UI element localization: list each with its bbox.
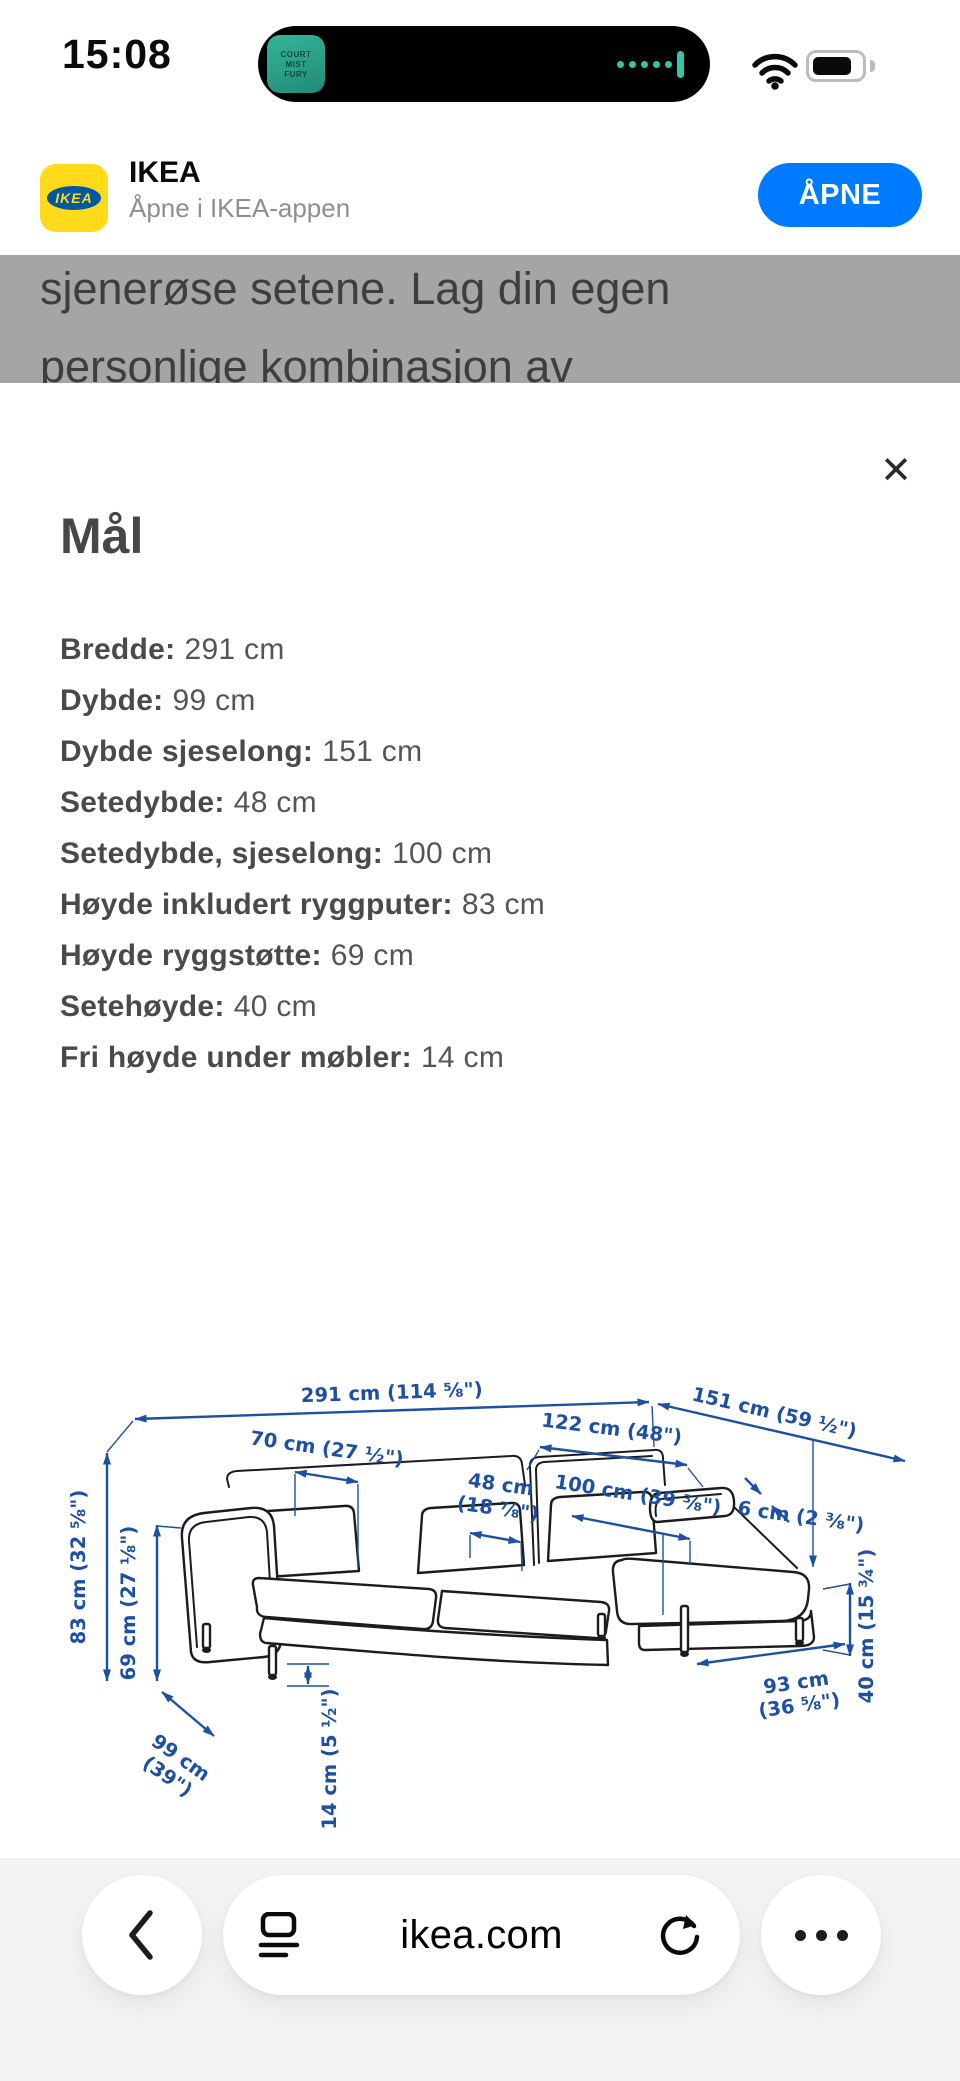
- cover-text-line: FURY: [284, 69, 308, 79]
- measurement-row: Setedybde: 48 cm: [60, 786, 900, 837]
- dimension-lines: [103, 1398, 906, 1737]
- battery-cap: [870, 60, 875, 72]
- measurement-label: Setedybde, sjeselong:: [60, 837, 384, 870]
- cover-text-line: MIST: [285, 59, 307, 69]
- wifi-icon: [752, 53, 798, 90]
- back-button[interactable]: [82, 1875, 202, 1995]
- dim-chaise-depth: 151 cm (59 ½"): [690, 1383, 859, 1443]
- measurement-row: Dybde: 99 cm: [60, 684, 900, 735]
- dim-width: 291 cm (114 ⅝"): [301, 1378, 484, 1407]
- dim-total-height: 83 cm (32 ⅝"): [67, 1490, 90, 1645]
- measurement-row: Bredde: 291 cm: [60, 633, 900, 684]
- page-menu-icon[interactable]: [255, 1912, 303, 1960]
- address-bar[interactable]: ikea.com: [223, 1875, 740, 1995]
- audio-waveform-icon: [617, 26, 684, 102]
- measurement-value: 151 cm: [322, 735, 423, 768]
- measurement-row: Høyde ryggstøtte: 69 cm: [60, 939, 900, 990]
- measurement-label: Høyde ryggstøtte:: [60, 939, 322, 972]
- dim-back-height: 69 cm (27 ⅛"): [117, 1526, 140, 1681]
- ikea-logo: IKEA: [55, 190, 93, 206]
- dimmed-page-overlay[interactable]: sjenerøse setene. Lag din egen personlig…: [0, 255, 960, 383]
- measurement-value: 40 cm: [233, 990, 317, 1023]
- measurement-value: 99 cm: [172, 684, 256, 717]
- cover-text-line: COURT: [280, 49, 312, 59]
- close-icon[interactable]: ✕: [880, 448, 912, 492]
- measurement-label: Bredde:: [60, 633, 176, 666]
- ikea-app-icon: IKEA: [40, 164, 108, 232]
- smart-app-banner: IKEA IKEA Åpne i IKEA-appen ÅPNE: [0, 130, 960, 255]
- dim-armrest: 6 cm (2 ⅜"): [736, 1496, 866, 1537]
- dim-inner-width: 122 cm (48"): [540, 1409, 683, 1449]
- reload-icon[interactable]: [656, 1912, 704, 1960]
- banner-app-name: IKEA: [129, 156, 201, 189]
- measurement-row: Setedybde, sjeselong: 100 cm: [60, 837, 900, 888]
- measurement-value: 69 cm: [330, 939, 414, 972]
- measurement-value: 83 cm: [461, 888, 546, 921]
- open-app-button[interactable]: ÅPNE: [758, 163, 922, 227]
- audiobook-cover-thumbnail[interactable]: COURT MIST FURY: [267, 35, 325, 93]
- measurement-list: Bredde: 291 cm Dybde: 99 cm Dybde sjeselon…: [60, 633, 900, 1092]
- battery-icon: [806, 50, 866, 82]
- measurement-label: Høyde inkludert ryggputer:: [60, 888, 453, 921]
- measurement-row: Dybde sjeselong: 151 cm: [60, 735, 900, 786]
- measurement-label: Dybde sjeselong:: [60, 735, 314, 768]
- measurement-value: 48 cm: [233, 786, 317, 819]
- sheet-title: Mål: [60, 508, 144, 564]
- measurement-row: Setehøyde: 40 cm: [60, 990, 900, 1041]
- measurement-label: Dybde:: [60, 684, 164, 717]
- url-text[interactable]: ikea.com: [400, 1912, 563, 1957]
- measurement-label: Fri høyde under møbler:: [60, 1041, 412, 1074]
- measurements-sheet: ✕ Mål Bredde: 291 cm Dybde: 99 cm Dybde sj…: [0, 383, 960, 1858]
- measurement-value: 14 cm: [420, 1041, 505, 1074]
- page-text-line: sjenerøse setene. Lag din egen: [40, 263, 671, 314]
- page-text-line: personlige kombinasjon av: [40, 341, 573, 383]
- measurement-value: 100 cm: [392, 837, 493, 870]
- measurement-row: Høyde inkludert ryggputer: 83 cm: [60, 888, 900, 939]
- dim-back-cushion: 70 cm (27 ½"): [249, 1426, 405, 1470]
- safari-bottom-toolbar: ikea.com: [0, 1858, 960, 2081]
- dim-clearance: 14 cm (5 ½"): [318, 1688, 341, 1829]
- status-time: 15:08: [62, 31, 172, 77]
- chevron-left-icon: [129, 1910, 153, 1960]
- dim-seat-height: 40 cm (15 ¾"): [855, 1549, 878, 1704]
- status-bar: 15:08 COURT MIST FURY: [0, 0, 960, 130]
- sofa-dimension-diagram: 291 cm (114 ⅝") 151 cm (59 ½") 122 cm (4…: [67, 1378, 906, 1830]
- ellipsis-icon: [794, 1929, 848, 1941]
- more-button[interactable]: [761, 1875, 881, 1995]
- measurement-label: Setehøyde:: [60, 990, 225, 1023]
- sofa-drawing: [180, 1448, 816, 1680]
- banner-subtitle: Åpne i IKEA-appen: [129, 193, 351, 223]
- dynamic-island[interactable]: COURT MIST FURY: [258, 26, 710, 102]
- measurement-row: Fri høyde under møbler: 14 cm: [60, 1041, 900, 1092]
- measurement-value: 291 cm: [184, 633, 285, 666]
- measurement-label: Setedybde:: [60, 786, 225, 819]
